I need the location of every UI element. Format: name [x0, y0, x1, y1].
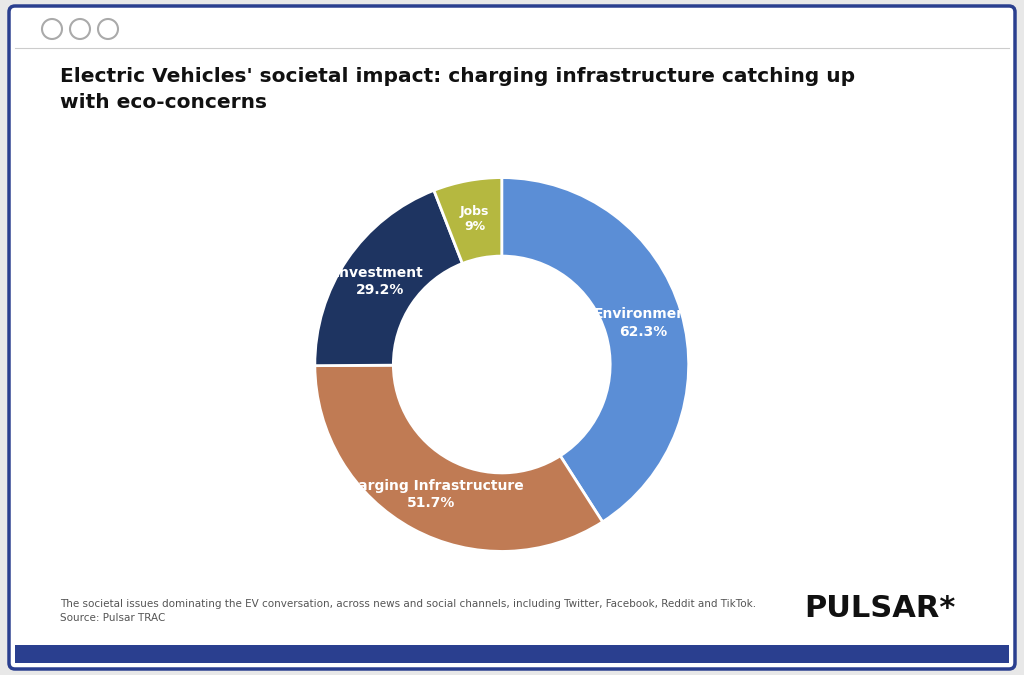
- Wedge shape: [502, 178, 689, 522]
- Text: PULSAR*: PULSAR*: [804, 594, 955, 623]
- Wedge shape: [434, 178, 502, 263]
- Text: The societal issues dominating the EV conversation, across news and social chann: The societal issues dominating the EV co…: [60, 599, 756, 623]
- Text: Investment
29.2%: Investment 29.2%: [335, 266, 424, 297]
- Wedge shape: [314, 190, 463, 366]
- Wedge shape: [314, 365, 602, 551]
- Text: Jobs
9%: Jobs 9%: [460, 205, 489, 234]
- Text: Charging Infrastructure
51.7%: Charging Infrastructure 51.7%: [338, 479, 524, 510]
- Text: Electric Vehicles' societal impact: charging infrastructure catching up
with eco: Electric Vehicles' societal impact: char…: [60, 67, 855, 112]
- FancyBboxPatch shape: [9, 6, 1015, 669]
- Text: Environment
62.3%: Environment 62.3%: [594, 307, 693, 339]
- Bar: [15, 645, 1009, 663]
